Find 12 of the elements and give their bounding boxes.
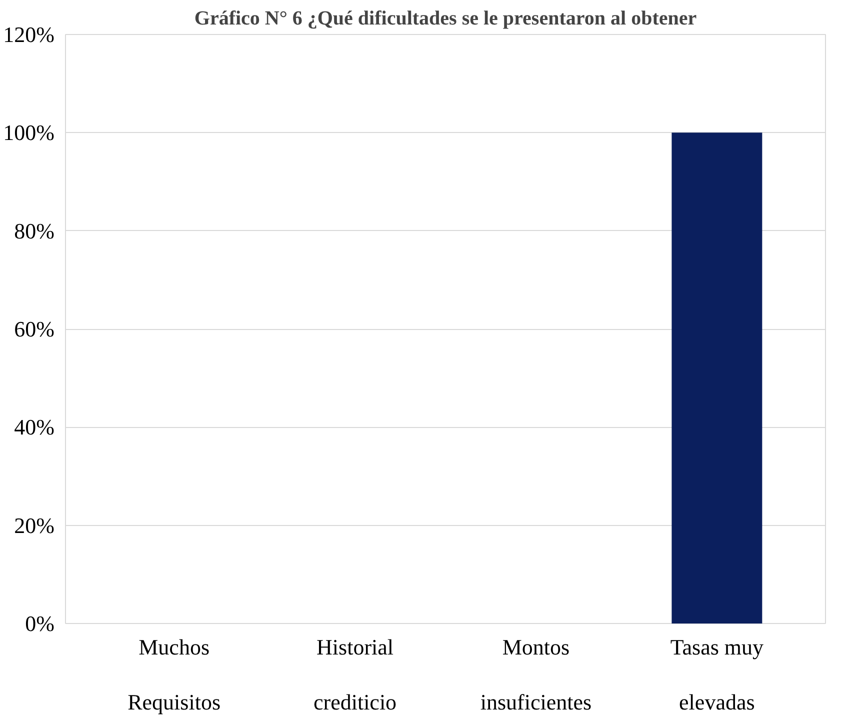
y-tick-label: 20% [14,512,54,538]
category-label: Montos insuficientes [480,634,592,714]
category-label: Muchos Requisitos [128,634,221,714]
category-label: Historial crediticio [313,634,397,714]
y-tick-label: 0% [25,611,54,636]
y-tick-label: 40% [14,414,54,440]
y-tick-label: 60% [14,316,54,342]
y-tick-label: 100% [3,120,54,146]
category-label: Tasas muy elevadas [670,634,764,714]
chart-title: Gráfico N° 6 ¿Qué dificultades se le presentaron al obtener [194,8,697,30]
y-tick-label: 80% [14,218,54,244]
y-tick-label: 120% [3,22,54,47]
